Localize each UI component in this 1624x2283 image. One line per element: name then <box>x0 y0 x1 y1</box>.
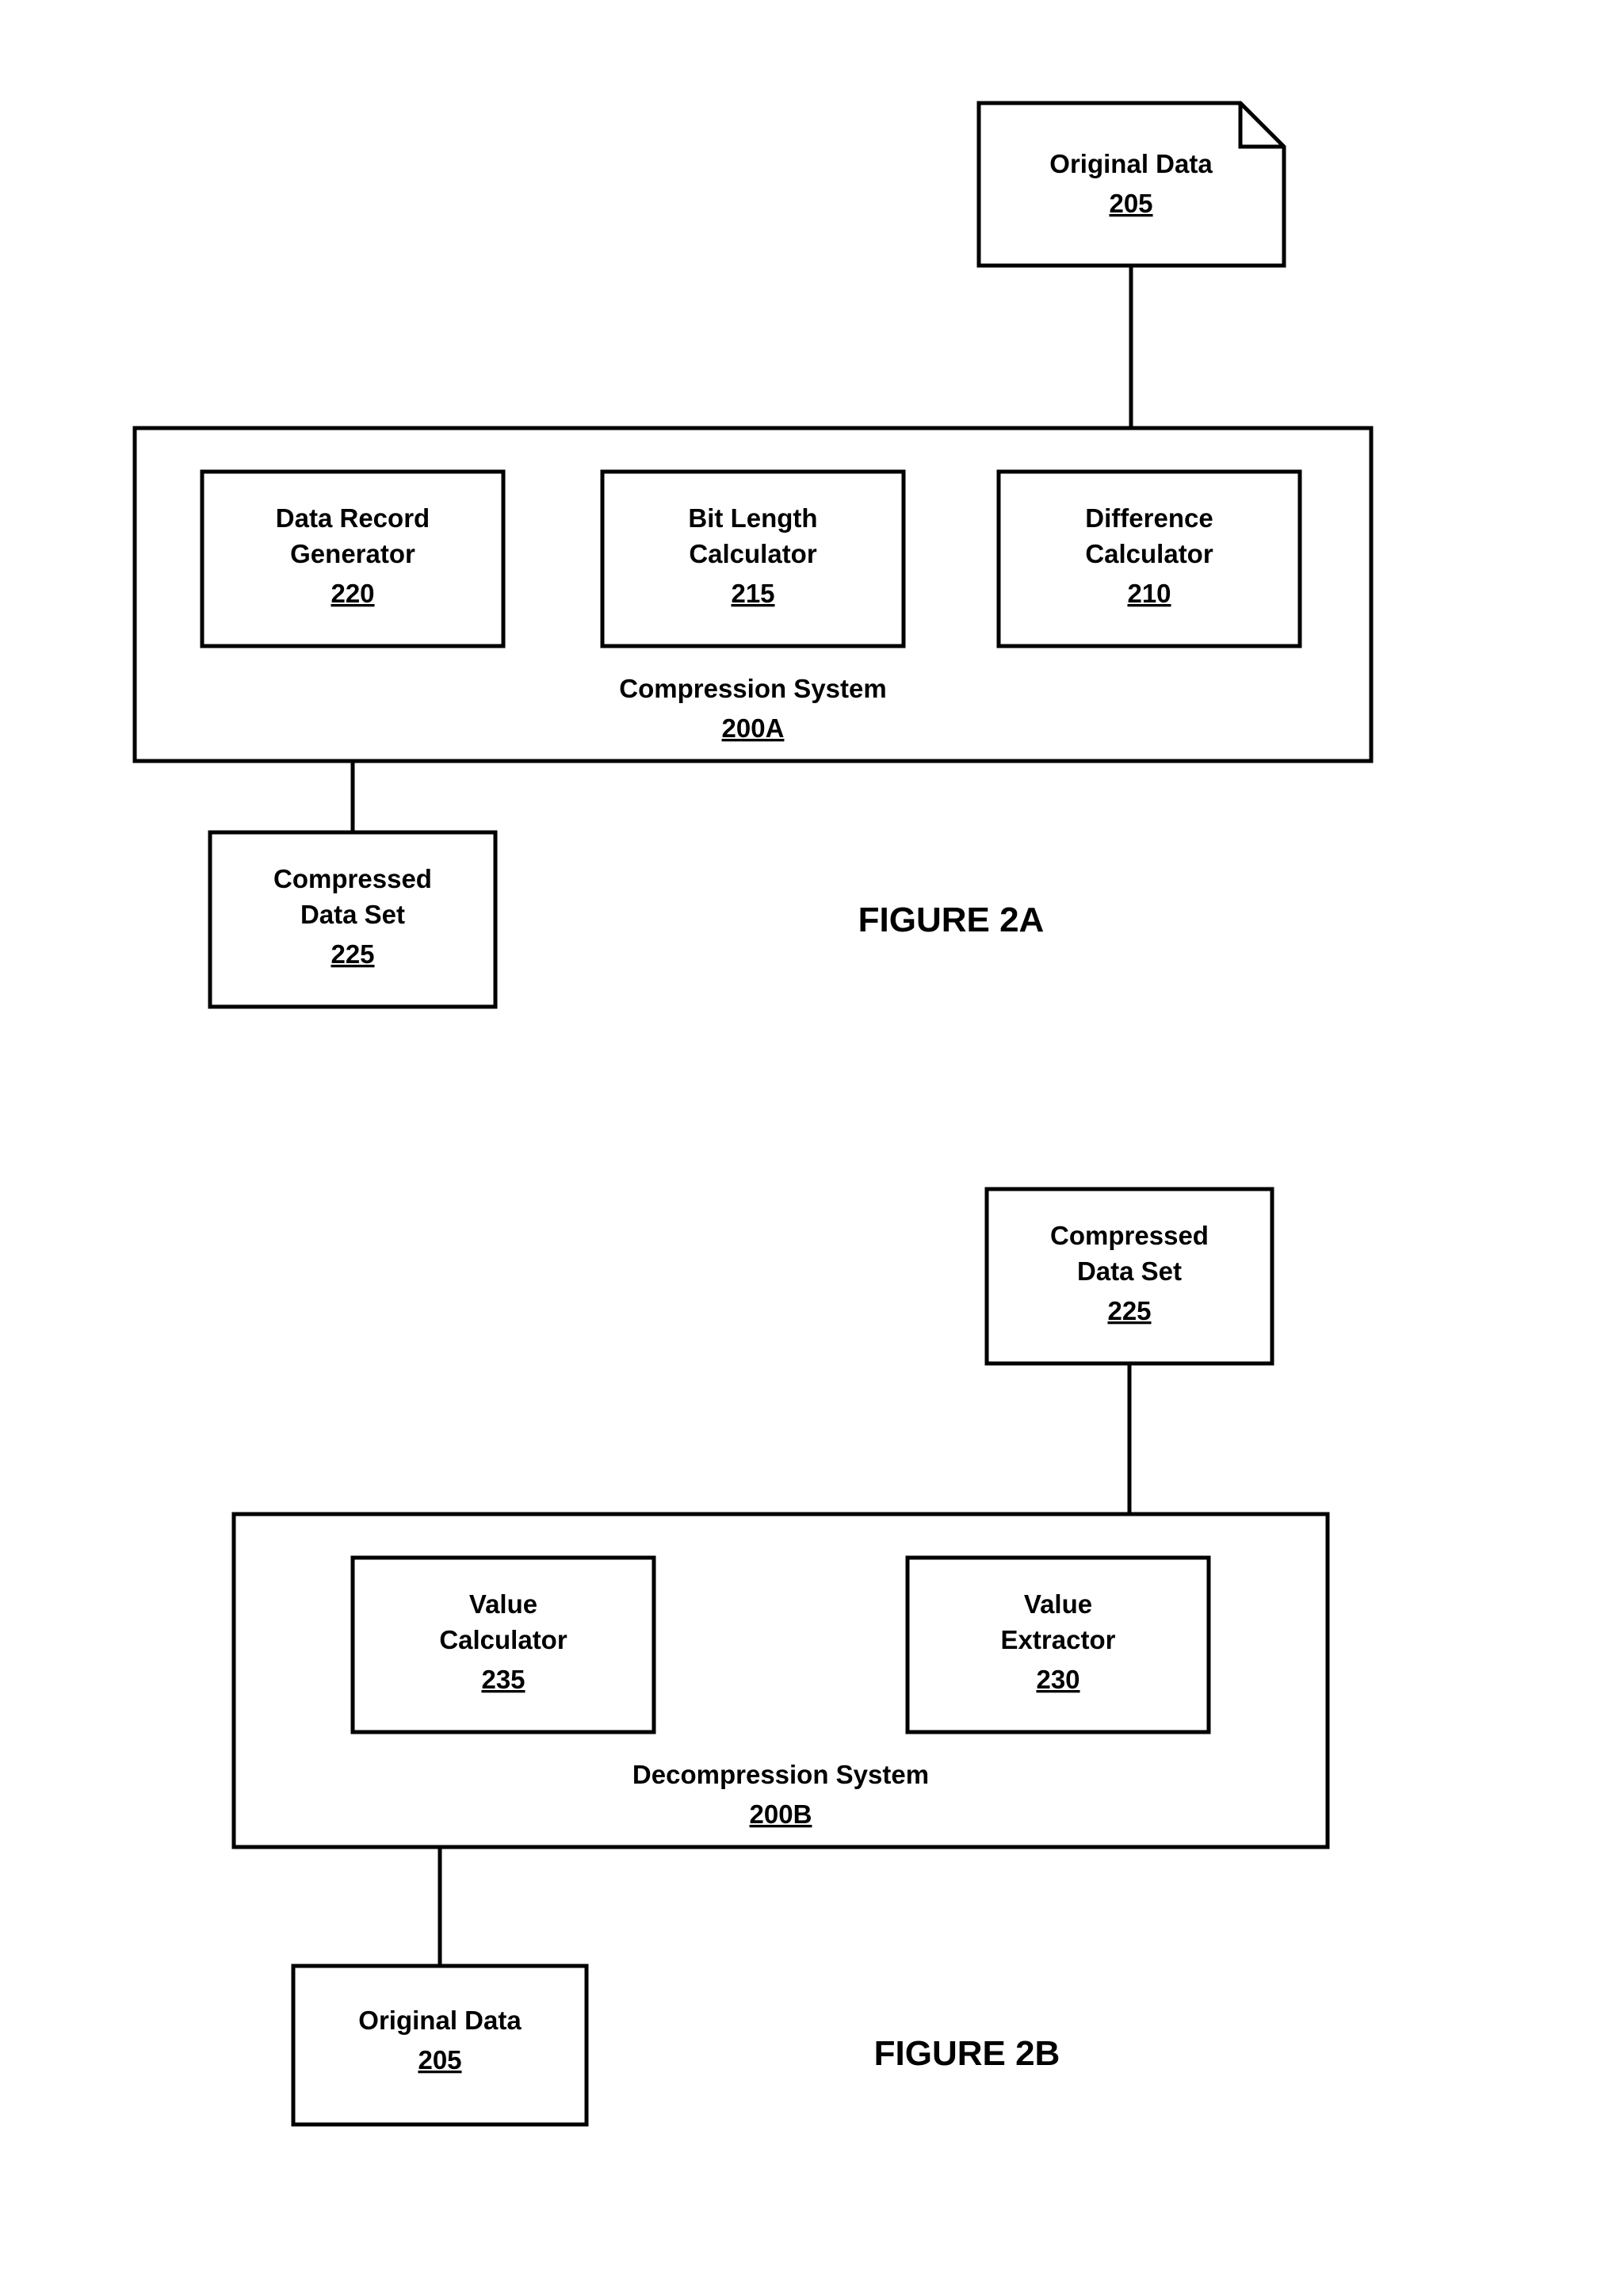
diagram-canvas: Original Data 205 Compression System 200… <box>0 0 1624 2283</box>
fig2b-cds-label-2: Data Set <box>1077 1256 1182 1286</box>
fig2b-vc-ref: 235 <box>481 1665 525 1694</box>
fig2b-caption: FIGURE 2B <box>874 2034 1060 2073</box>
fig2a-blc-ref: 215 <box>731 579 774 608</box>
fig2a-blc-label-1: Bit Length <box>688 503 817 533</box>
fig2a-original-data-ref: 205 <box>1109 189 1152 218</box>
fig2a-drg-label-2: Generator <box>290 539 415 568</box>
fig2b-ve-label-1: Value <box>1024 1589 1092 1619</box>
fig2a-caption: FIGURE 2A <box>858 901 1045 939</box>
fig2b-compressed-data-set: Compressed Data Set 225 <box>987 1189 1272 1363</box>
fig2b-value-extractor: Value Extractor 230 <box>908 1558 1209 1732</box>
fig2a-bit-length-calculator: Bit Length Calculator 215 <box>602 472 904 646</box>
fig2a-cds-label-2: Data Set <box>300 900 405 929</box>
fig2a-dc-label-1: Difference <box>1085 503 1213 533</box>
fig2b-od-ref: 205 <box>418 2045 461 2075</box>
fig2a-compressed-data-set: Compressed Data Set 225 <box>210 832 495 1007</box>
fig2b-od-label: Original Data <box>358 2006 522 2035</box>
fig2a-cds-ref: 225 <box>331 939 374 969</box>
fig2b-ve-label-2: Extractor <box>1001 1625 1116 1654</box>
fig2b-decompression-system-label: Decompression System <box>632 1760 929 1789</box>
fig2b-cds-label-1: Compressed <box>1050 1221 1209 1250</box>
fig2b-cds-ref: 225 <box>1107 1296 1151 1325</box>
fig2a-data-record-generator: Data Record Generator 220 <box>202 472 503 646</box>
fig2a-dc-ref: 210 <box>1127 579 1171 608</box>
fig2b-decompression-system-ref: 200B <box>750 1799 812 1829</box>
fig2b-ve-ref: 230 <box>1036 1665 1079 1694</box>
fig2a-drg-label-1: Data Record <box>276 503 430 533</box>
fig2b-value-calculator: Value Calculator 235 <box>353 1558 654 1732</box>
fig2a-dc-label-2: Calculator <box>1085 539 1213 568</box>
fig2a-compression-system-ref: 200A <box>722 713 785 743</box>
fig2a-original-data-label: Original Data <box>1049 149 1213 178</box>
fig2b-vc-label-1: Value <box>469 1589 537 1619</box>
fig2a-difference-calculator: Difference Calculator 210 <box>999 472 1300 646</box>
fig2a-drg-ref: 220 <box>331 579 374 608</box>
fig2b-original-data: Original Data 205 <box>293 1966 587 2124</box>
fig2a-compression-system-label: Compression System <box>619 674 886 703</box>
fig2b-vc-label-2: Calculator <box>439 1625 567 1654</box>
fig2a-cds-label-1: Compressed <box>273 864 432 893</box>
fig2a-original-data-doc: Original Data 205 <box>979 103 1284 266</box>
fig2a-blc-label-2: Calculator <box>689 539 817 568</box>
